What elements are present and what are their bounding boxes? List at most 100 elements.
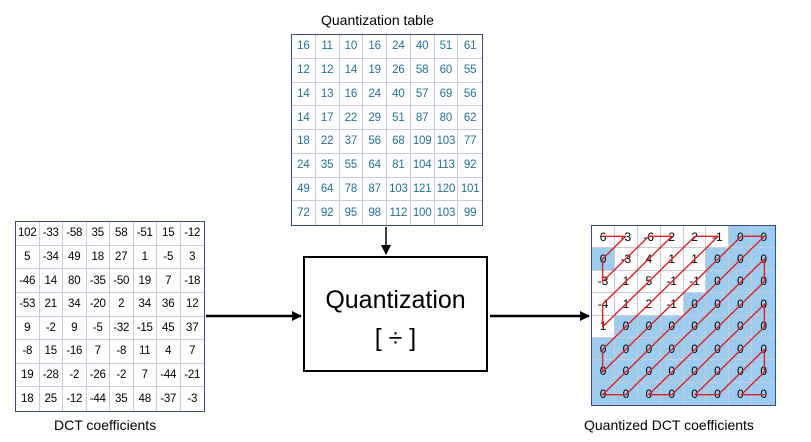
quant-table-cell: 77 (458, 130, 482, 154)
dct-cell: 35 (86, 222, 110, 246)
divide-symbol: [ ÷ ] (374, 324, 417, 352)
dct-cell: 4 (157, 340, 181, 364)
quant-table-title: Quantization table (321, 12, 434, 28)
dct-cell: -5 (86, 316, 110, 341)
dct-cell: 9 (63, 316, 87, 341)
dct-cell: 11 (133, 340, 157, 364)
quant-table-cell: 64 (315, 177, 340, 202)
dct-cell: -50 (110, 269, 134, 293)
dct-cell: -3 (187, 393, 198, 406)
dct-cell: -37 (157, 387, 181, 411)
quant-table-cell: 113 (434, 153, 459, 178)
quant-table-cell: 17 (315, 106, 340, 130)
dct-cell: 1 (133, 245, 157, 270)
dct-cell: 14 (39, 269, 63, 293)
quantization-box: Quantization [ ÷ ] (303, 256, 488, 372)
quant-table-cell: 101 (458, 178, 482, 202)
quant-table-cell: 29 (363, 106, 387, 130)
quant-table-cell: 16 (339, 82, 364, 107)
dct-cell: -26 (86, 363, 110, 388)
quant-table-cell: 109 (410, 130, 435, 154)
dct-cell: 3 (180, 246, 204, 270)
dct-cell: -35 (86, 269, 110, 293)
quant-table-cell: 22 (315, 130, 340, 154)
quant-table-cell: 80 (434, 106, 459, 130)
dct-coefficients-table: 102 -33 -58 35 58 -51 15 -12 5 -34 49 18 27 1 -5 3 -46 14… (15, 221, 205, 412)
dct-cell: 2 (110, 292, 134, 317)
quantized-label: Quantized DCT coefficients (584, 417, 754, 433)
quant-table-cell: 16 (292, 35, 316, 59)
dct-cell: 37 (180, 317, 204, 341)
quant-table-cell: 100 (411, 201, 435, 225)
dct-cell: -32 (110, 316, 134, 341)
dct-cell: -8 (16, 340, 40, 364)
quant-table-cell: 68 (387, 130, 411, 154)
quantization-table: 16 11 10 16 24 40 51 61 12 12 14 19 26 58 60 55 14 13 16 24… (291, 34, 483, 226)
dct-cell: 15 (157, 222, 181, 246)
quant-table-cell: 57 (410, 82, 435, 107)
quant-table-cell: 64 (363, 153, 387, 178)
quant-table-cell: 12 (315, 58, 340, 83)
dct-cell: -16 (63, 340, 87, 364)
quant-table-cell: 18 (292, 130, 316, 154)
quant-table-cell: 69 (434, 82, 459, 107)
quant-table-cell: 121 (410, 177, 435, 202)
quant-table-cell: 87 (410, 106, 435, 130)
quant-table-cell: 103 (435, 201, 459, 225)
quant-table-cell: 56 (458, 83, 482, 107)
dct-cell: 19 (133, 269, 157, 293)
dct-cell: 18 (86, 245, 110, 270)
quant-table-cell: 24 (292, 153, 316, 178)
dct-cell: -44 (157, 363, 181, 388)
quant-table-cell: 98 (363, 201, 387, 225)
dct-cell: 34 (63, 292, 87, 317)
dct-cell: 45 (157, 316, 181, 341)
dct-cell: -28 (39, 363, 63, 388)
dct-cell: -58 (63, 222, 87, 246)
dct-cell: -53 (16, 292, 40, 317)
dct-cell: -46 (16, 269, 40, 293)
quant-table-cell: 11 (315, 35, 340, 59)
dct-cell: -5 (157, 245, 181, 270)
quantization-label: Quantization (325, 286, 466, 314)
dct-cell: 49 (63, 245, 87, 270)
quant-table-cell: 87 (363, 177, 387, 202)
quant-table-cell: 92 (316, 201, 340, 225)
dct-cell: 7 (133, 363, 157, 388)
quant-table-cell: 120 (434, 177, 459, 202)
dct-cell: 34 (133, 292, 157, 317)
quant-table-cell: 22 (339, 106, 364, 130)
dct-cell: -2 (110, 363, 134, 388)
dct-cell: 5 (16, 245, 40, 270)
quant-table-cell: 58 (410, 58, 435, 83)
dct-cell: -2 (63, 363, 87, 388)
dct-cell: 12 (180, 293, 204, 317)
quant-table-cell: 56 (363, 130, 387, 154)
dct-cell: 15 (39, 340, 63, 364)
dct-cell: 58 (110, 222, 134, 246)
quant-table-cell: 62 (458, 106, 482, 130)
quant-table-cell: 37 (339, 130, 364, 154)
quant-table-cell: 51 (387, 106, 411, 130)
quant-table-cell: 51 (434, 35, 459, 59)
dct-cell: 80 (63, 269, 87, 293)
quant-table-cell: 55 (458, 59, 482, 83)
dct-cell: 19 (16, 363, 40, 388)
dct-cell: 18 (16, 387, 40, 411)
dct-cell: -34 (39, 245, 63, 270)
dct-cell: 48 (134, 387, 157, 411)
dct-cell: -12 (63, 387, 87, 411)
dct-cell: -8 (110, 340, 134, 364)
dct-cell: -44 (87, 387, 110, 411)
quant-table-cell: 103 (434, 130, 459, 154)
quant-table-cell: 78 (339, 177, 364, 202)
quant-table-cell: 10 (339, 35, 364, 59)
dct-cell: 25 (40, 387, 63, 411)
dct-cell: -51 (133, 222, 157, 246)
quant-table-cell: 24 (363, 82, 387, 107)
dct-cell: -18 (180, 269, 204, 293)
dct-cell: -21 (180, 364, 204, 388)
quant-table-cell: 99 (463, 207, 477, 220)
dct-cell: 7 (157, 269, 181, 293)
